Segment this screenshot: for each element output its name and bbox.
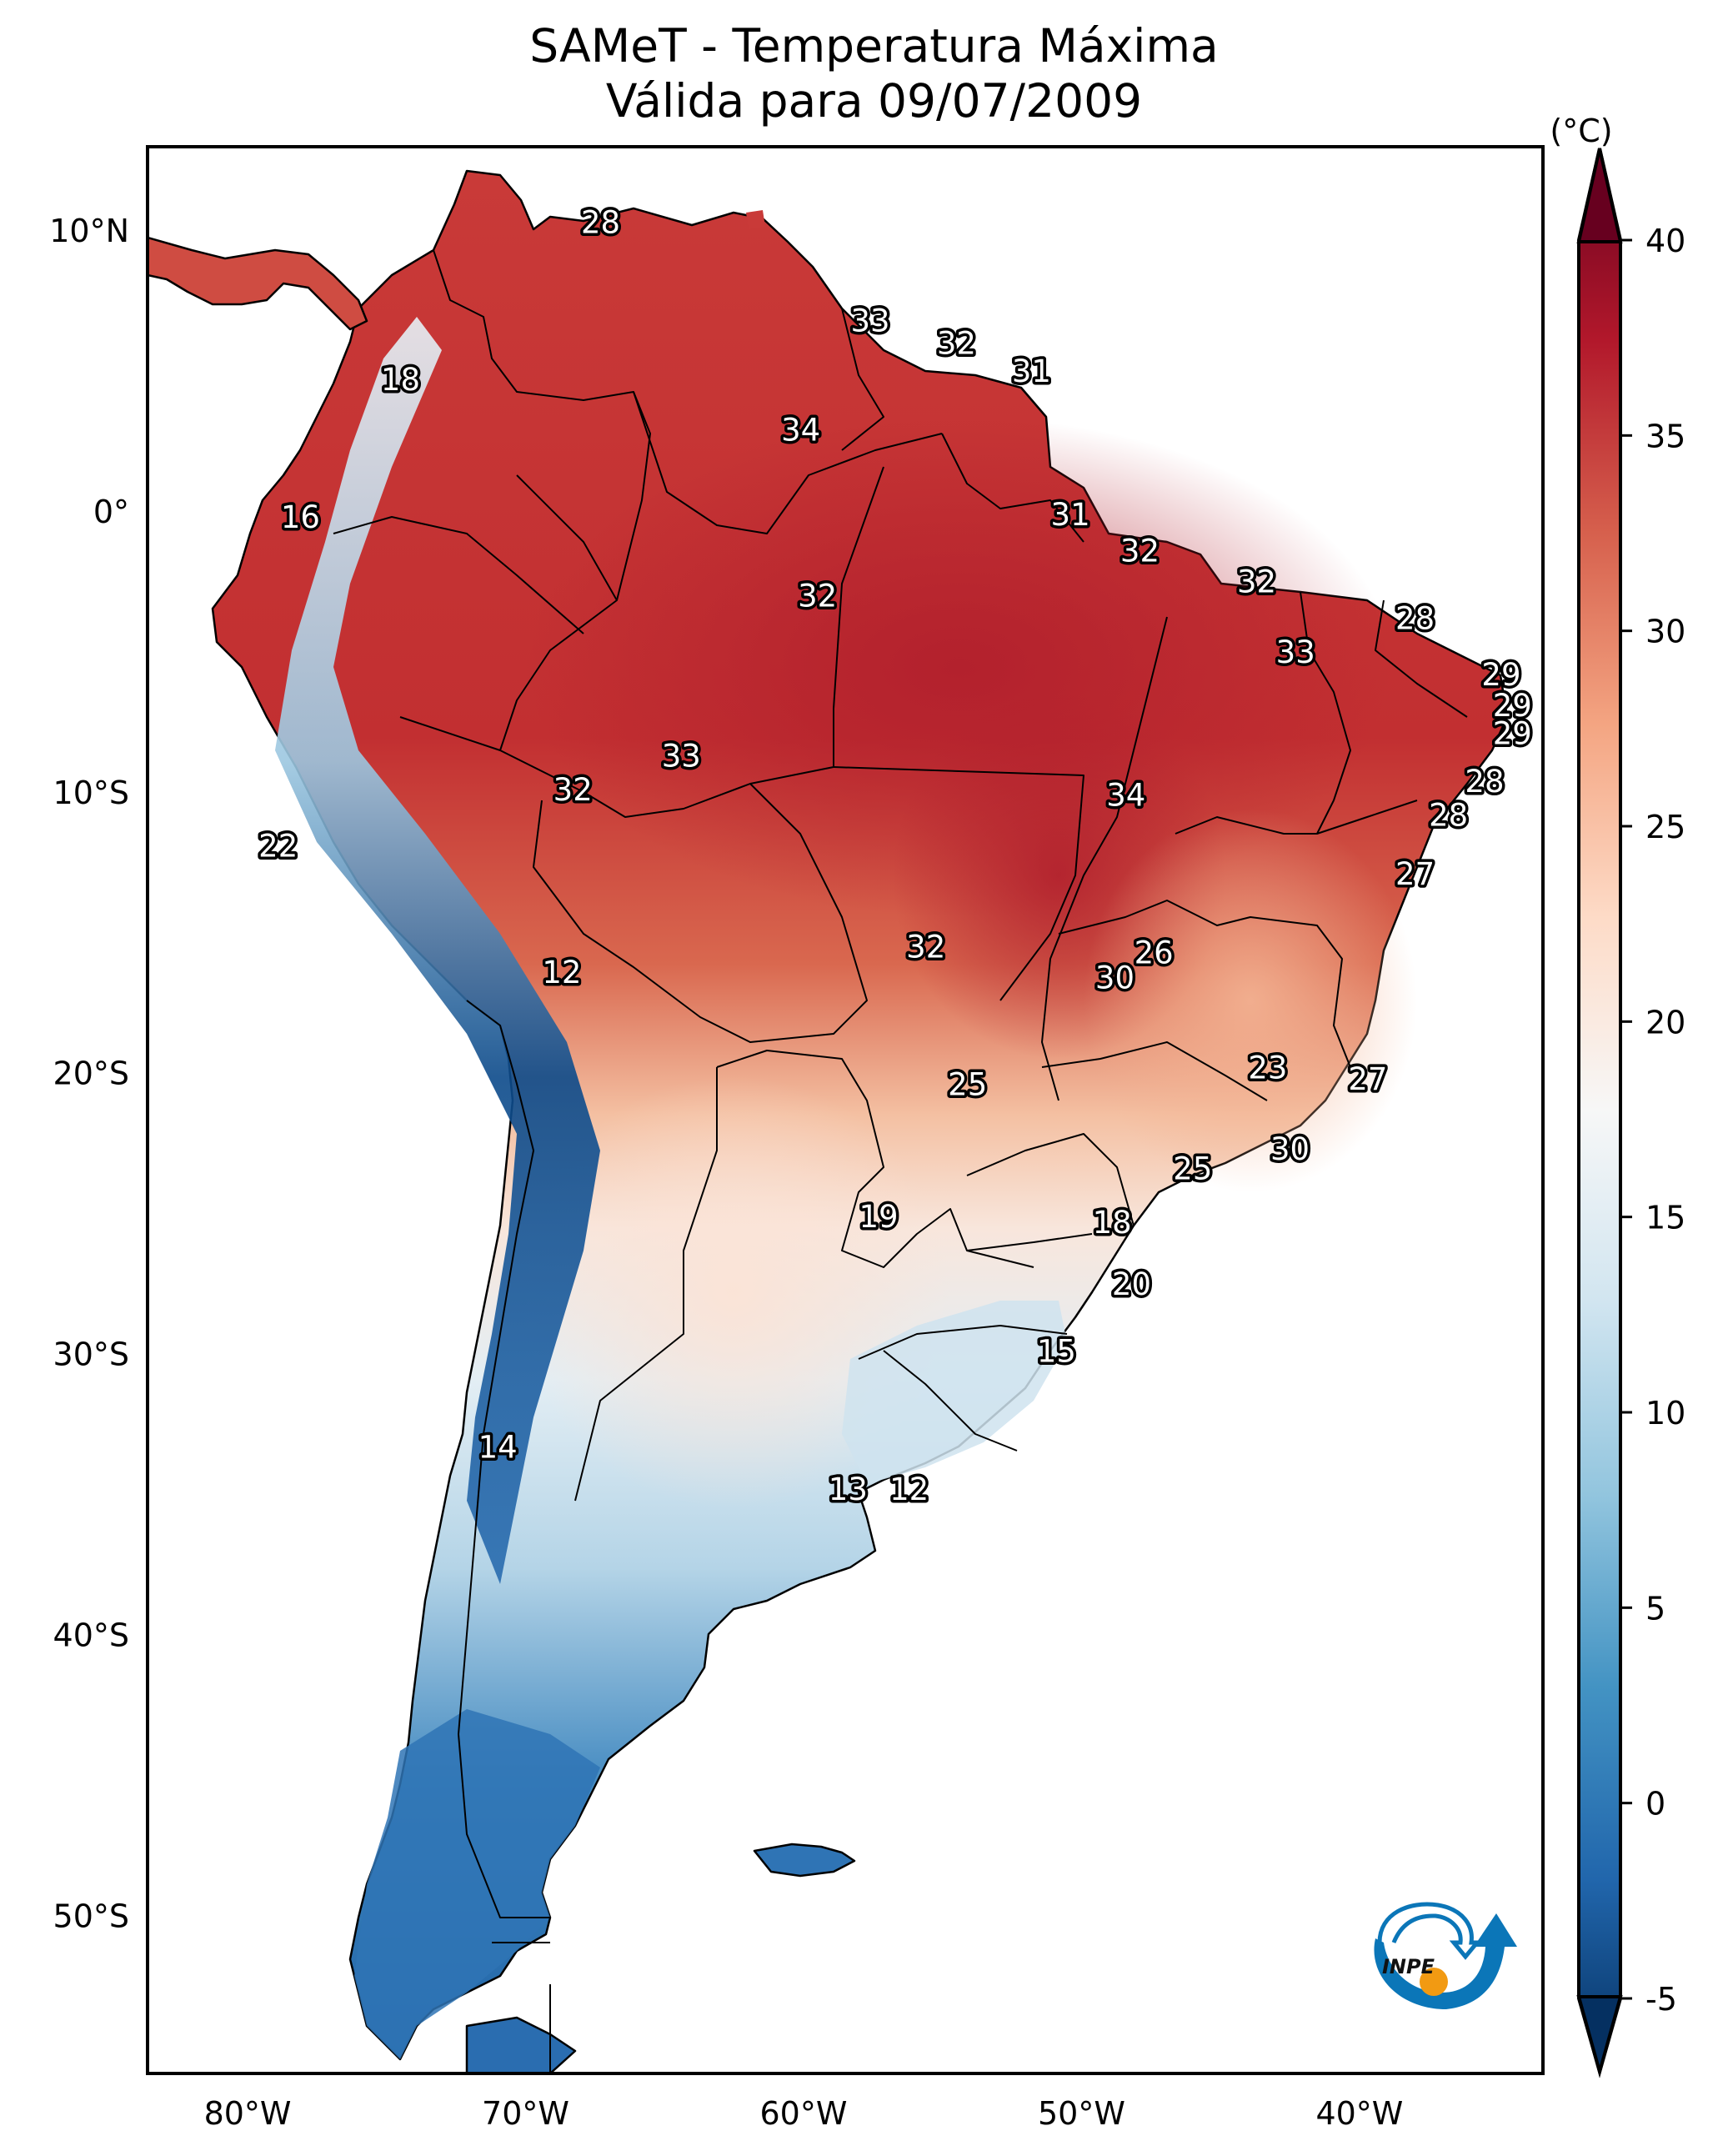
latitude-axis: 10°N 0° 10°S 20°S 30°S 40°S 50°S	[49, 213, 129, 1934]
andes-cold-band	[275, 317, 600, 1584]
colorbar-extend-min	[1576, 1995, 1623, 2078]
colorbar-tick-label: 0	[1645, 1786, 1665, 1823]
logo-text: INPE	[1382, 1955, 1435, 1978]
colorbar-tick-label: 40	[1645, 223, 1685, 259]
temperature-label: 32	[1120, 534, 1160, 569]
temperature-label: 28	[581, 204, 620, 240]
title-line-1: SAMeT - Temperatura Máxima	[529, 19, 1219, 73]
chart-title: SAMeT - Temperatura Máxima Válida para 0…	[0, 18, 1723, 128]
temperature-label: 31	[1051, 497, 1090, 533]
colorbar-tick-label: -5	[1645, 1981, 1677, 2018]
temperature-label: 14	[478, 1429, 518, 1465]
longitude-axis: 80°W 70°W 60°W 50°W 40°W	[204, 2095, 1404, 2132]
temperature-label: 12	[542, 955, 581, 990]
latitude-tick-label: 30°S	[53, 1336, 129, 1373]
temperature-label: 32	[1237, 564, 1276, 600]
temperature-label: 18	[1093, 1205, 1132, 1241]
logo-swirl-icon	[1377, 1902, 1482, 1960]
temperature-label: 12	[889, 1472, 929, 1507]
longitude-tick-label: 50°W	[1038, 2095, 1125, 2132]
latitude-tick-label: 40°S	[53, 1617, 129, 1653]
mild-region-chaco	[517, 1075, 950, 1509]
temperature-label: 33	[850, 303, 889, 338]
temperature-label: 33	[1276, 634, 1315, 670]
title-line-2: Válida para 09/07/2009	[605, 74, 1143, 128]
map-layer	[148, 169, 1509, 2073]
latitude-tick-label: 10°S	[53, 775, 129, 811]
temperature-label: 28	[1395, 600, 1435, 636]
uruguay-cool-region	[842, 1301, 1067, 1484]
trinidad-island	[746, 210, 765, 229]
temperature-label: 29	[1493, 688, 1532, 724]
latitude-tick-label: 0°	[93, 494, 129, 530]
longitude-tick-label: 70°W	[482, 2095, 569, 2132]
temperature-label: 25	[948, 1067, 987, 1103]
colorbar-tick-label: 20	[1645, 1004, 1685, 1040]
temperature-label: 28	[1465, 764, 1504, 800]
tierra-del-fuego	[465, 2016, 577, 2073]
temperature-label: 32	[553, 772, 593, 808]
temperature-label: 19	[859, 1199, 898, 1235]
central-america-landmass	[148, 236, 368, 331]
temperature-label: 13	[829, 1472, 868, 1507]
temperature-label: 16	[281, 499, 320, 535]
longitude-tick-label: 60°W	[760, 2095, 848, 2132]
colorbar-extend-max	[1576, 148, 1623, 243]
temperature-label: 26	[1134, 935, 1174, 970]
inpe-logo: INPE	[1374, 1902, 1517, 2009]
temperature-label: 22	[258, 828, 298, 864]
colorbar-tick-label: 15	[1645, 1200, 1685, 1236]
colorbar-tick-label: 5	[1645, 1590, 1665, 1627]
temperature-label: 25	[1173, 1151, 1212, 1187]
latitude-tick-label: 50°S	[53, 1898, 129, 1934]
temperature-label: 32	[906, 930, 945, 965]
temperature-label: 20	[1112, 1266, 1151, 1302]
longitude-tick-label: 80°W	[204, 2095, 292, 2132]
temperature-label: 32	[937, 325, 976, 361]
temperature-label: 30	[1095, 960, 1134, 996]
temperature-label: 32	[798, 579, 837, 614]
country-borders	[333, 249, 1468, 2073]
colorbar-tick-label: 25	[1645, 809, 1685, 845]
colorbar-ticks: 40 35 30 25 20 15 10 5 0 -5	[1620, 223, 1685, 2018]
colorbar: (°C) 40 35 30 25 20 15 10 5 0 -5	[1550, 113, 1685, 2078]
temperature-label: 27	[1395, 856, 1435, 892]
colorbar-unit-label: (°C)	[1550, 113, 1612, 149]
temperature-label: 29	[1481, 657, 1520, 693]
colorbar-tick-label: 10	[1645, 1395, 1685, 1431]
temperature-label: 23	[1248, 1050, 1287, 1086]
map-axes-frame	[146, 145, 1545, 2075]
latitude-tick-label: 20°S	[53, 1055, 129, 1092]
latitude-tick-label: 10°N	[49, 213, 129, 249]
temperature-label: 27	[1348, 1061, 1387, 1097]
colorbar-tick-label: 35	[1645, 418, 1685, 454]
temperature-label: 33	[662, 739, 701, 775]
warm-region-southeast	[1084, 809, 1417, 1192]
patagonia-cold-region	[354, 1709, 600, 2059]
logo-sun-icon	[1420, 1968, 1448, 1996]
temperature-label: 28	[1429, 797, 1468, 833]
colorbar-bar	[1577, 148, 1622, 2078]
colorbar-tick-label: 30	[1645, 614, 1685, 650]
logo-arc-icon	[1374, 1913, 1517, 2009]
temperature-label: 29	[1493, 716, 1532, 752]
longitude-tick-label: 40°W	[1315, 2095, 1403, 2132]
temperature-label: 34	[781, 413, 820, 449]
temperature-label: 31	[1012, 353, 1051, 389]
falkland-islands	[753, 1843, 856, 1878]
temperature-label: 30	[1270, 1131, 1310, 1167]
temperature-label: 15	[1037, 1334, 1076, 1370]
temperature-label: 18	[381, 362, 420, 398]
temperature-label: 34	[1106, 778, 1145, 814]
